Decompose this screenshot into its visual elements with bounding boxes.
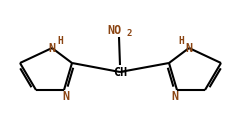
Text: H: H [57, 36, 63, 46]
Text: N: N [171, 91, 179, 103]
Text: N: N [185, 42, 193, 54]
Text: NO: NO [108, 23, 122, 37]
Text: N: N [48, 42, 56, 54]
Text: N: N [62, 91, 70, 103]
Text: H: H [178, 36, 184, 46]
Text: 2: 2 [126, 29, 132, 38]
Text: CH: CH [113, 66, 127, 79]
